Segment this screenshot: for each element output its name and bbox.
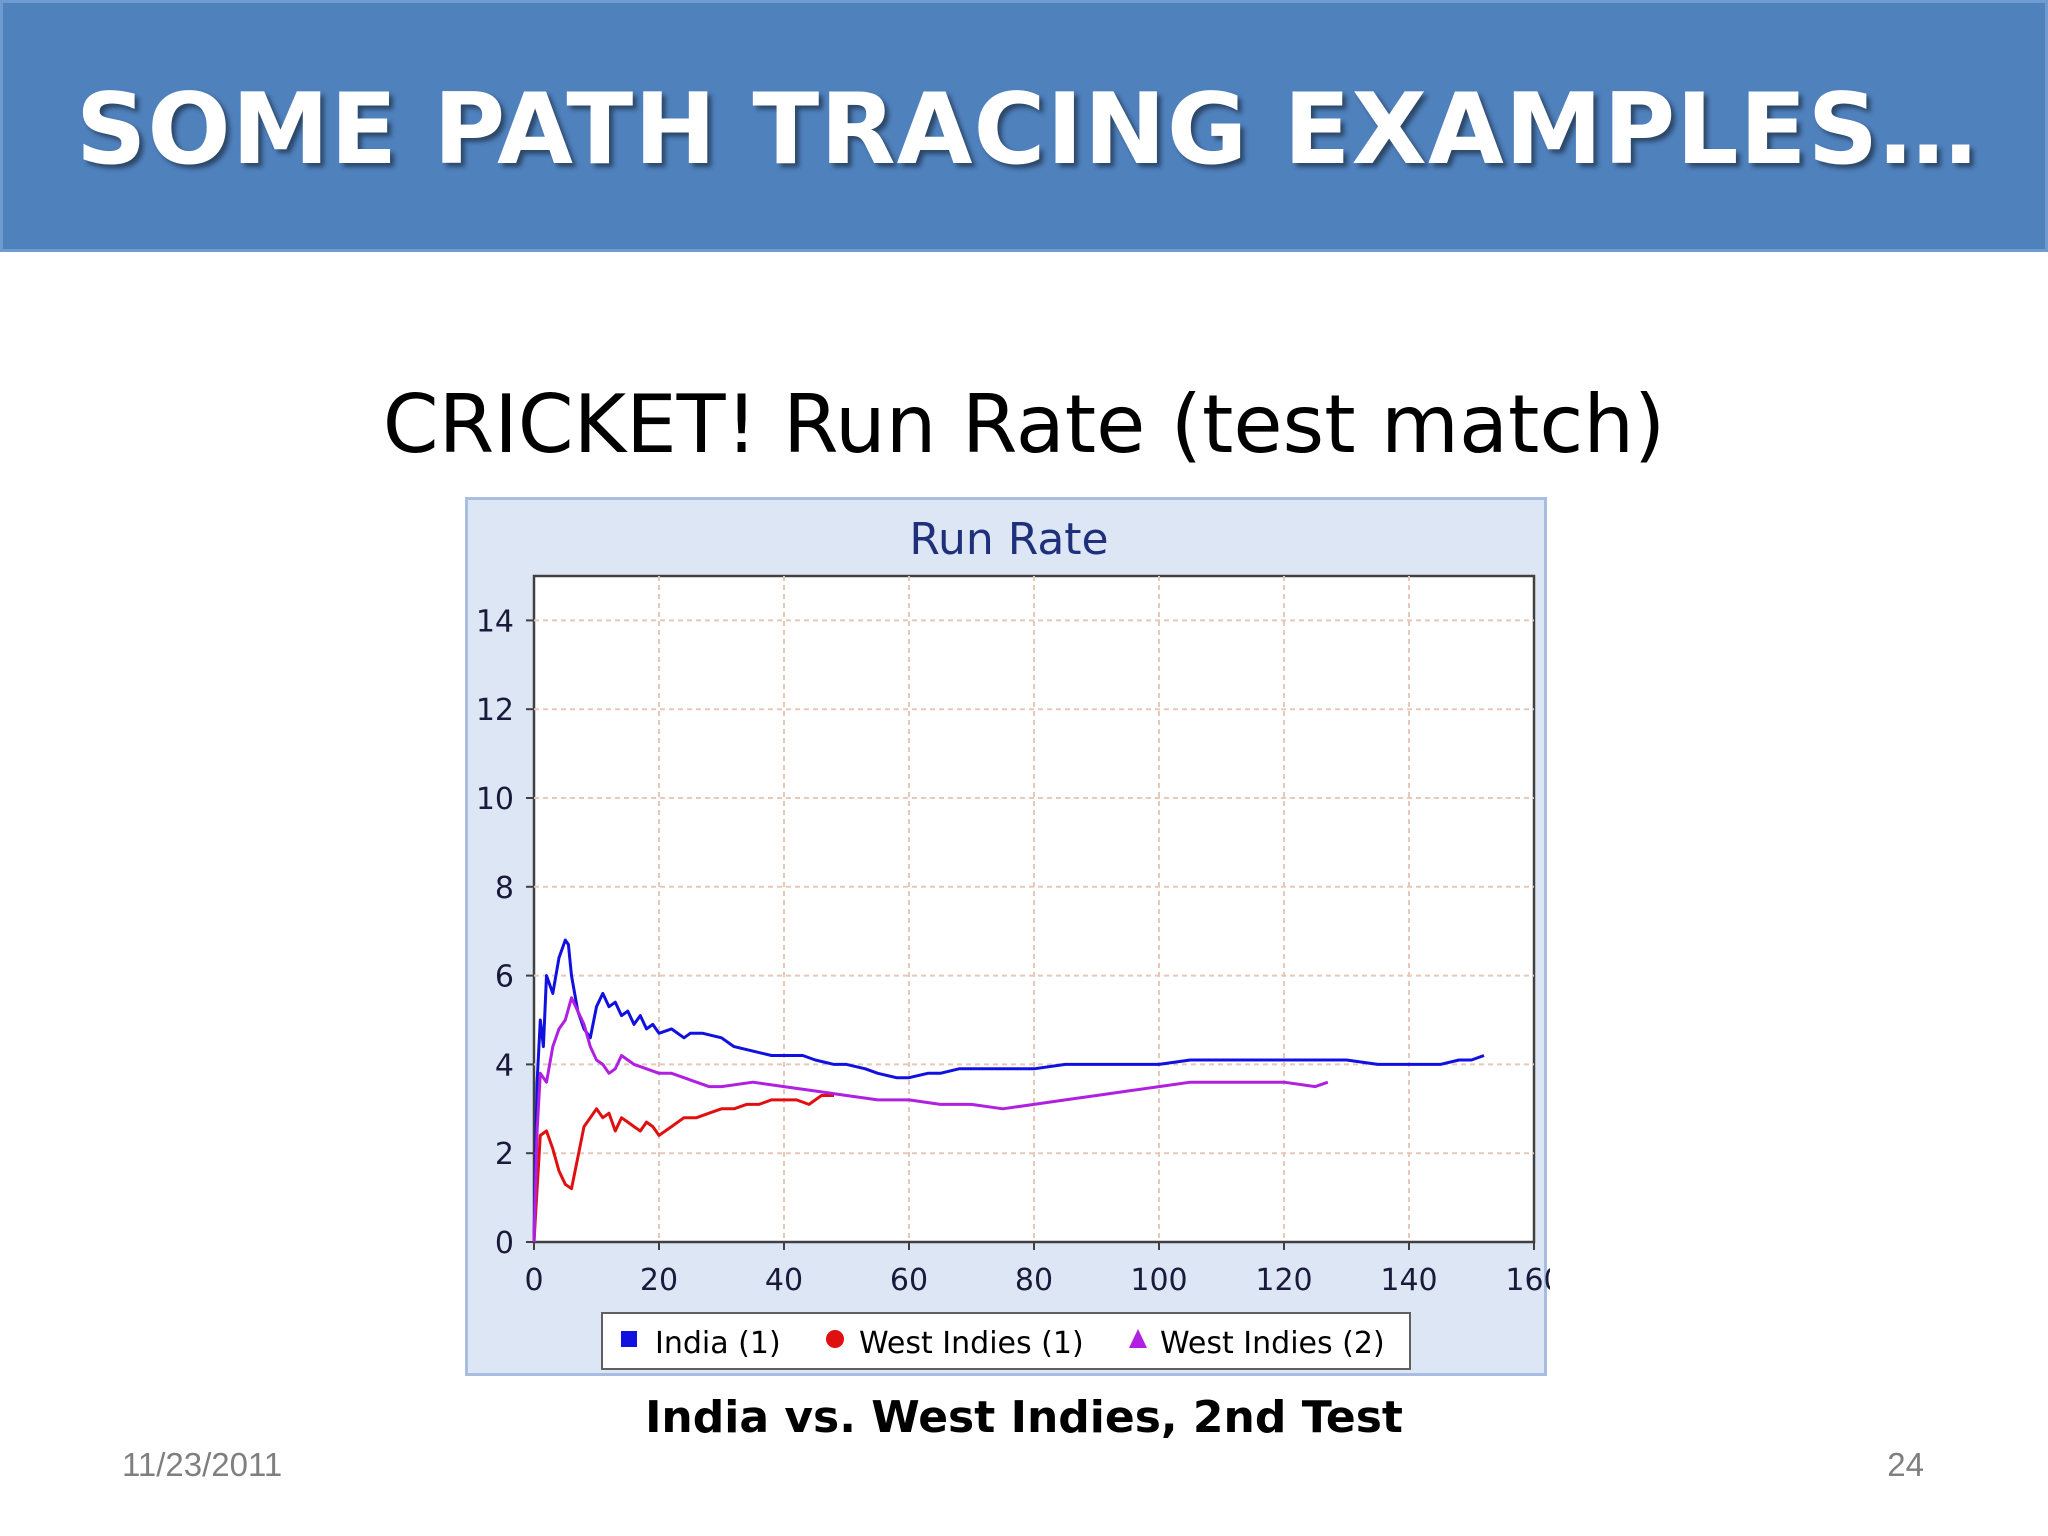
legend-marker-west-indies-2	[1129, 1329, 1147, 1348]
x-tick-label: 160	[1505, 1263, 1550, 1298]
series-line-west-indies-1	[532, 1094, 834, 1243]
y-tick-label: 6	[495, 960, 514, 995]
page-number: 24	[1887, 1446, 1924, 1483]
series-line-west-indies-2	[532, 996, 1329, 1243]
legend-label-west-indies-2: West Indies (2)	[1160, 1326, 1385, 1361]
y-tick-label: 8	[495, 871, 514, 906]
x-tick-label: 100	[1130, 1263, 1187, 1298]
legend-marker-india-1	[621, 1331, 637, 1347]
chart-caption: India vs. West Indies, 2nd Test	[645, 1392, 1403, 1443]
y-tick-label: 4	[495, 1048, 514, 1083]
x-tick-label: 60	[890, 1263, 928, 1298]
x-tick-label: 20	[640, 1263, 678, 1298]
y-tick-label: 0	[495, 1226, 514, 1261]
footer-date: 11/23/2011	[122, 1446, 283, 1483]
x-tick-label: 0	[524, 1263, 543, 1298]
axis-ticks: 0 20 40 60 80 100 120 140 160 0 2 4 6 8 10 12 14	[476, 604, 1550, 1298]
slide-title: SOME PATH TRACING EXAMPLES…	[75, 73, 1979, 187]
y-tick-label: 10	[476, 782, 514, 817]
x-tick-label: 120	[1255, 1263, 1312, 1298]
legend: India (1) West Indies (1) West Indies (2…	[601, 1312, 1411, 1370]
chart-title: Run Rate	[909, 514, 1108, 565]
y-tick-label: 12	[476, 693, 514, 728]
y-tick-label: 14	[476, 604, 514, 639]
x-tick-label: 40	[765, 1263, 803, 1298]
y-tick-label: 2	[495, 1137, 514, 1172]
legend-box	[601, 1312, 1411, 1370]
legend-label-india-1: India (1)	[655, 1326, 781, 1361]
title-banner: SOME PATH TRACING EXAMPLES…	[0, 0, 2048, 252]
x-tick-label: 80	[1015, 1263, 1053, 1298]
legend-marker-west-indies-1	[826, 1330, 844, 1348]
chart-panel: Run Rate 0 20 40 60 80 100 120 140 160 0 2 4 6 8 10 12 1…	[465, 497, 1550, 1376]
grid-lines	[534, 576, 1534, 1242]
x-tick-label: 140	[1380, 1263, 1437, 1298]
series-lines	[532, 938, 1485, 1243]
slide-subtitle: CRICKET! Run Rate (test match)	[382, 378, 1666, 471]
run-rate-chart: Run Rate 0 20 40 60 80 100 120 140 160 0 2 4 6 8 10 12 1…	[476, 514, 1550, 1370]
legend-label-west-indies-1: West Indies (1)	[859, 1326, 1084, 1361]
